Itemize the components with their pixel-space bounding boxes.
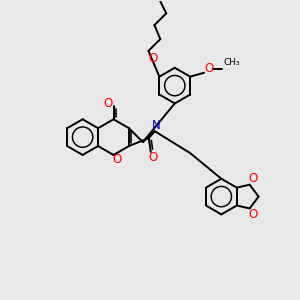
Text: CH₃: CH₃ xyxy=(224,58,241,67)
Text: N: N xyxy=(152,119,161,132)
Text: O: O xyxy=(148,152,158,164)
Text: O: O xyxy=(103,97,112,110)
Text: O: O xyxy=(204,62,214,75)
Text: O: O xyxy=(248,172,257,185)
Text: O: O xyxy=(149,52,158,65)
Text: O: O xyxy=(113,153,122,167)
Text: O: O xyxy=(248,208,257,221)
